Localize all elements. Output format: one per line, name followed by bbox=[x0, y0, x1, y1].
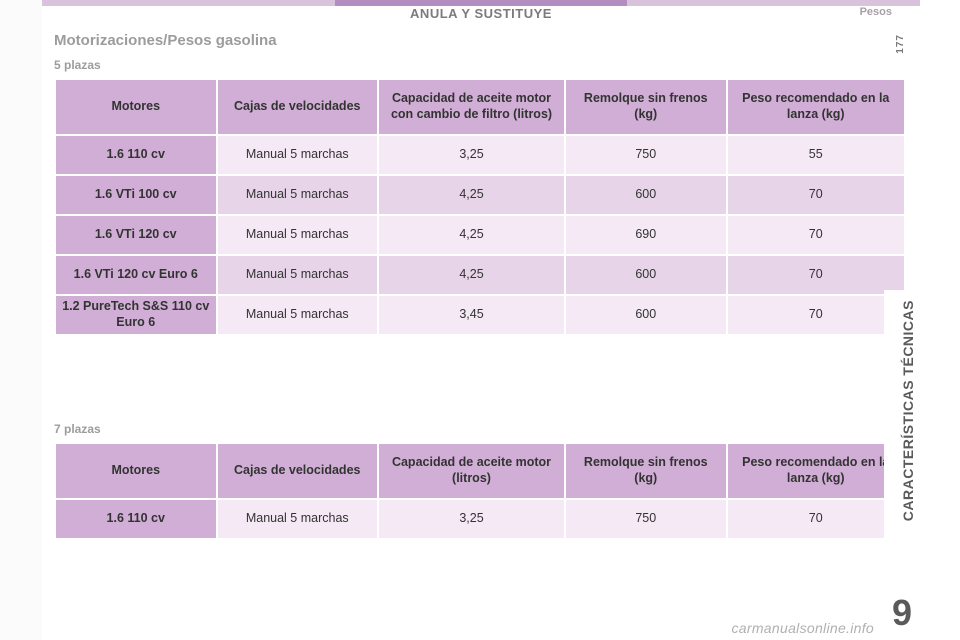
table-header-row: Motores Cajas de velocidades Capacidad d… bbox=[55, 443, 905, 499]
col-header: Peso recomendado en la lanza (kg) bbox=[727, 443, 906, 499]
col-header: Remolque sin frenos (kg) bbox=[565, 443, 727, 499]
col-header: Cajas de velocidades bbox=[217, 79, 379, 135]
table-7-plazas-block: 7 plazas Motores Cajas de velocidades Ca… bbox=[54, 422, 906, 540]
cell: 4,25 bbox=[378, 215, 565, 255]
cell: 55 bbox=[727, 135, 906, 175]
table-row: 1.6 VTi 120 cv Euro 6 Manual 5 marchas 4… bbox=[55, 255, 905, 295]
cell: 600 bbox=[565, 295, 727, 335]
table-5-plazas: Motores Cajas de velocidades Capacidad d… bbox=[54, 78, 906, 336]
table1-label: 5 plazas bbox=[54, 58, 906, 72]
table-row: 1.2 PureTech S&S 110 cv Euro 6 Manual 5 … bbox=[55, 295, 905, 335]
cell: 4,25 bbox=[378, 255, 565, 295]
cell: 70 bbox=[727, 215, 906, 255]
cell: 1.6 VTi 100 cv bbox=[55, 175, 217, 215]
cell: 1.6 110 cv bbox=[55, 499, 217, 539]
cell: Manual 5 marchas bbox=[217, 499, 379, 539]
cell: Manual 5 marchas bbox=[217, 295, 379, 335]
chapter-number: 9 bbox=[884, 592, 920, 634]
cell: Manual 5 marchas bbox=[217, 255, 379, 295]
col-header: Remolque sin frenos (kg) bbox=[565, 79, 727, 135]
watermark-text: carmanualsonline.info bbox=[732, 620, 875, 636]
page-center-title: ANULA Y SUSTITUYE bbox=[42, 6, 920, 21]
cell: 70 bbox=[727, 175, 906, 215]
cell: 3,25 bbox=[378, 135, 565, 175]
cell: Manual 5 marchas bbox=[217, 135, 379, 175]
cell: 600 bbox=[565, 255, 727, 295]
table2-label: 7 plazas bbox=[54, 422, 906, 436]
page-section-label: Pesos bbox=[860, 6, 892, 18]
cell: 4,25 bbox=[378, 175, 565, 215]
cell: 3,25 bbox=[378, 499, 565, 539]
cell: 750 bbox=[565, 135, 727, 175]
cell: 750 bbox=[565, 499, 727, 539]
cell: 3,45 bbox=[378, 295, 565, 335]
cell: 70 bbox=[727, 255, 906, 295]
cell: Manual 5 marchas bbox=[217, 215, 379, 255]
chapter-title: CARACTERÍSTICAS TÉCNICAS bbox=[900, 300, 916, 521]
cell: 1.6 VTi 120 cv bbox=[55, 215, 217, 255]
cell: 690 bbox=[565, 215, 727, 255]
cell: Manual 5 marchas bbox=[217, 175, 379, 215]
col-header: Cajas de velocidades bbox=[217, 443, 379, 499]
page: ANULA Y SUSTITUYE Pesos 177 Motorizacion… bbox=[42, 0, 920, 640]
table-row: 1.6 VTi 100 cv Manual 5 marchas 4,25 600… bbox=[55, 175, 905, 215]
col-header: Motores bbox=[55, 79, 217, 135]
table-header-row: Motores Cajas de velocidades Capacidad d… bbox=[55, 79, 905, 135]
cell: 1.6 VTi 120 cv Euro 6 bbox=[55, 255, 217, 295]
cell: 1.2 PureTech S&S 110 cv Euro 6 bbox=[55, 295, 217, 335]
page-number: 177 bbox=[895, 34, 906, 54]
cell: 70 bbox=[727, 499, 906, 539]
col-header: Capacidad de aceite motor (litros) bbox=[378, 443, 565, 499]
table-row: 1.6 110 cv Manual 5 marchas 3,25 750 70 bbox=[55, 499, 905, 539]
left-gutter bbox=[0, 0, 42, 640]
table-row: 1.6 VTi 120 cv Manual 5 marchas 4,25 690… bbox=[55, 215, 905, 255]
cell: 600 bbox=[565, 175, 727, 215]
cell: 1.6 110 cv bbox=[55, 135, 217, 175]
table-7-plazas: Motores Cajas de velocidades Capacidad d… bbox=[54, 442, 906, 540]
col-header: Capacidad de aceite motor con cambio de … bbox=[378, 79, 565, 135]
col-header: Motores bbox=[55, 443, 217, 499]
page-subtitle: Motorizaciones/Pesos gasolina bbox=[54, 32, 277, 49]
col-header: Peso recomendado en la lanza (kg) bbox=[727, 79, 906, 135]
cell: 70 bbox=[727, 295, 906, 335]
table-5-plazas-block: 5 plazas Motores Cajas de velocidades Ca… bbox=[54, 58, 906, 336]
table-row: 1.6 110 cv Manual 5 marchas 3,25 750 55 bbox=[55, 135, 905, 175]
